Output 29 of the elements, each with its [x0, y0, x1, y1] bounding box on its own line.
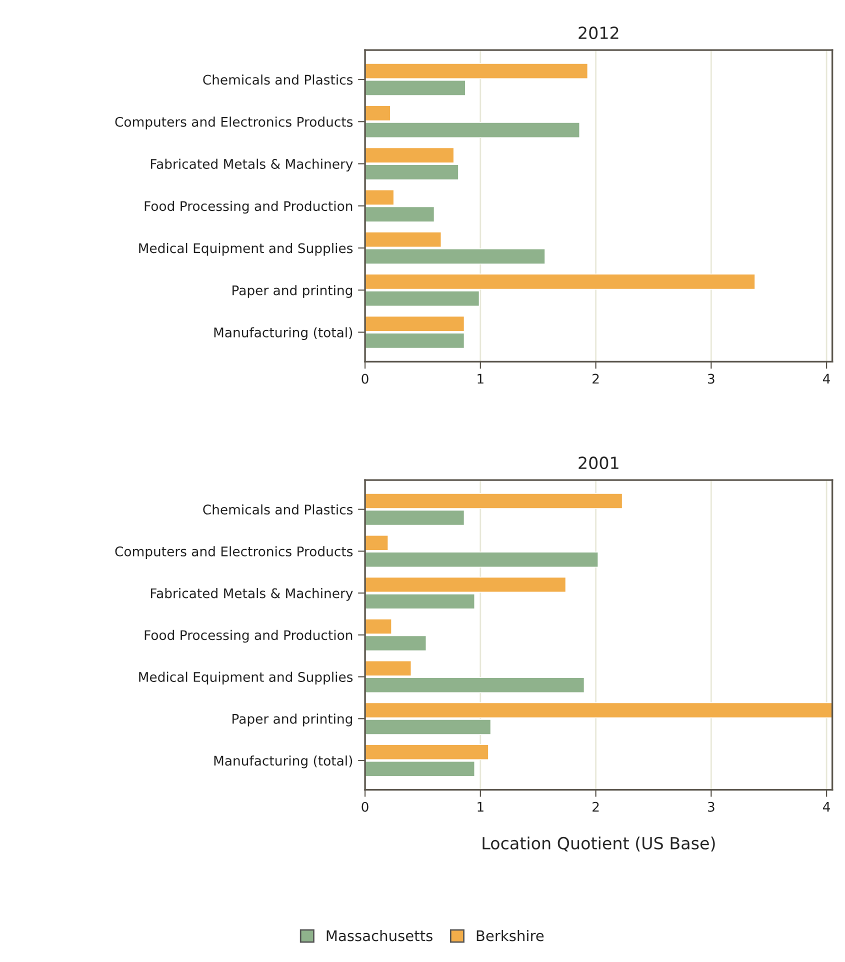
- x-tick-label: 1: [478, 802, 484, 812]
- y-tick-label: Food Processing and Production: [144, 200, 352, 214]
- y-tick-label: Fabricated Metals & Machinery: [150, 158, 353, 172]
- legend-label: Massachusetts: [326, 930, 432, 942]
- x-tick-label: 3: [708, 374, 714, 384]
- chart-title: 2012: [578, 26, 618, 40]
- y-tick-label: Computers and Electronics Products: [115, 546, 353, 559]
- x-tick-label: 0: [362, 802, 368, 812]
- x-axis-title: Location Quotient (US Base): [482, 836, 715, 852]
- y-tick-label: Fabricated Metals & Machinery: [150, 588, 353, 601]
- x-tick-label: 2: [592, 374, 599, 384]
- y-tick-label: Chemicals and Plastics: [203, 74, 353, 85]
- x-tick-label: 4: [823, 802, 830, 812]
- y-tick-label: Chemicals and Plastics: [203, 504, 353, 515]
- y-tick-label: Manufacturing (total): [214, 327, 352, 340]
- chart-title: 2001: [578, 456, 618, 470]
- y-tick-label: Medical Equipment and Supplies: [139, 672, 353, 685]
- x-tick-label: 4: [823, 374, 830, 384]
- x-tick-label: 1: [478, 374, 484, 384]
- y-tick-label: Food Processing and Production: [144, 630, 352, 643]
- x-tick-label: 3: [708, 802, 714, 812]
- x-tick-label: 2: [592, 802, 599, 812]
- y-tick-label: Manufacturing (total): [214, 755, 352, 768]
- x-tick-label: 0: [362, 374, 368, 384]
- y-tick-label: Medical Equipment and Supplies: [139, 242, 353, 256]
- y-tick-label: Paper and printing: [232, 714, 352, 726]
- legend-label: Berkshire: [476, 930, 544, 942]
- y-tick-label: Paper and printing: [232, 285, 352, 298]
- y-tick-label: Computers and Electronics Products: [115, 116, 353, 130]
